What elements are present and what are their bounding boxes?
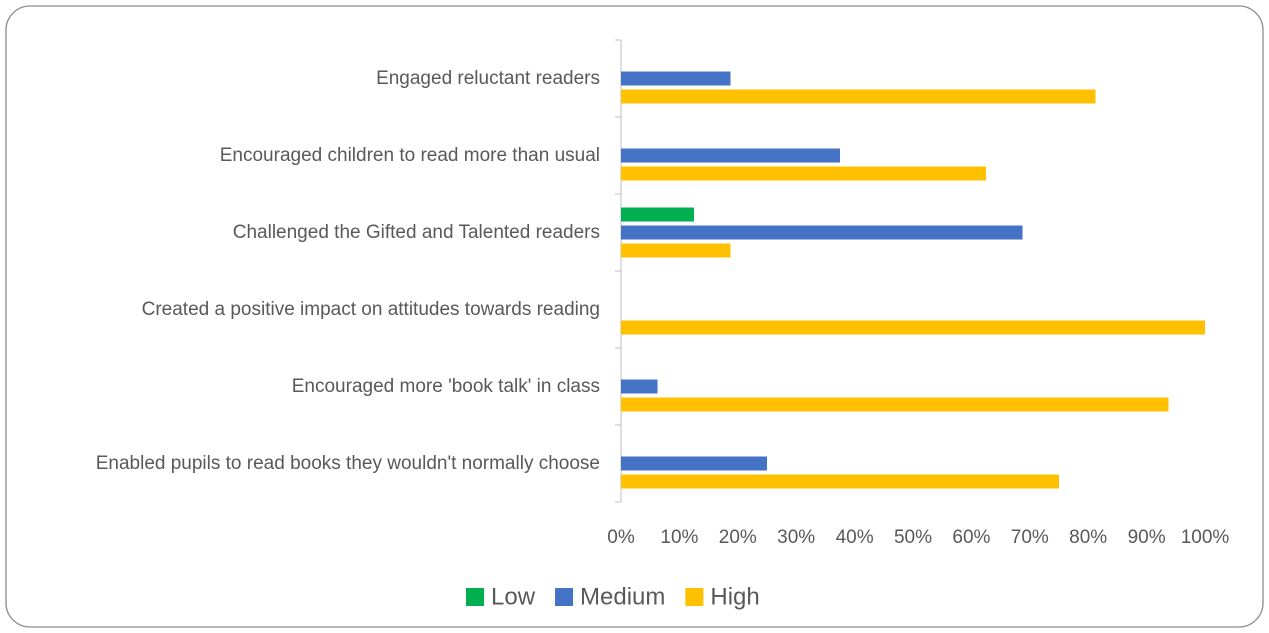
- chart-border: [5, 5, 1264, 628]
- bar: [621, 148, 840, 163]
- category-label-box: Engaged reluctant readers: [10, 66, 600, 92]
- x-tick-label: 90%: [1128, 527, 1166, 548]
- legend-label: Low: [491, 583, 536, 610]
- bar: [621, 379, 658, 394]
- legend-label: Medium: [580, 583, 665, 610]
- x-tick-label: 70%: [1011, 527, 1049, 548]
- x-tick-label: 20%: [719, 527, 757, 548]
- category-label-box: Created a positive impact on attitudes t…: [10, 297, 600, 323]
- x-tick-label: 50%: [894, 527, 932, 548]
- bar: [621, 456, 767, 471]
- legend-swatch: [555, 588, 574, 606]
- bar: [621, 474, 1059, 489]
- bar: [621, 71, 731, 86]
- legend-label: High: [710, 583, 759, 610]
- x-tick-label: 30%: [777, 527, 815, 548]
- bar: [621, 89, 1096, 104]
- category-label-box: Encouraged children to read more than us…: [10, 143, 600, 169]
- bar: [621, 225, 1023, 240]
- y-tick-label: Challenged the Gifted and Talented reade…: [232, 221, 600, 243]
- x-tick-label: 0%: [607, 527, 635, 548]
- y-tick-label: Engaged reluctant readers: [376, 67, 600, 89]
- bar: [621, 320, 1205, 335]
- x-tick-label: 10%: [660, 527, 698, 548]
- category-label-box: Enabled pupils to read books they wouldn…: [10, 451, 600, 477]
- legend-swatch: [685, 588, 704, 606]
- x-tick-label: 60%: [952, 527, 990, 548]
- bar: [621, 166, 986, 181]
- y-tick-label: Created a positive impact on attitudes t…: [141, 298, 600, 320]
- y-tick-label: Encouraged children to read more than us…: [219, 144, 600, 166]
- bar: [621, 397, 1169, 412]
- y-tick-label: Enabled pupils to read books they wouldn…: [95, 452, 600, 474]
- x-tick-label: 100%: [1181, 527, 1230, 548]
- legend-swatch: [466, 588, 484, 606]
- y-tick-label: Encouraged more 'book talk' in class: [291, 375, 600, 397]
- bar: [621, 207, 694, 222]
- x-tick-label: 40%: [836, 527, 874, 548]
- category-label-box: Challenged the Gifted and Talented reade…: [10, 220, 600, 246]
- category-label-box: Encouraged more 'book talk' in class: [10, 374, 600, 400]
- bar: [621, 243, 731, 258]
- x-tick-label: 80%: [1069, 527, 1107, 548]
